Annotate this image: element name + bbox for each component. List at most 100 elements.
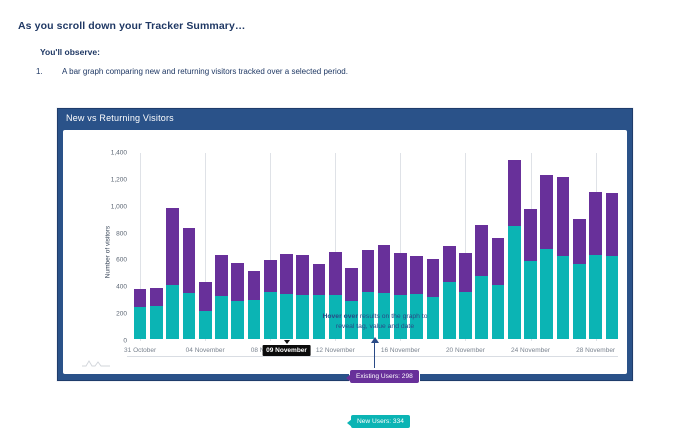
table-row[interactable] bbox=[410, 151, 423, 339]
table-row[interactable] bbox=[394, 151, 407, 339]
bar-segment-existing-users[interactable] bbox=[247, 271, 261, 300]
existing-users-tooltip[interactable]: Existing Users: 298 bbox=[346, 369, 420, 384]
bar-segment-existing-users[interactable] bbox=[410, 256, 423, 295]
bar-segment-new-users[interactable] bbox=[133, 307, 147, 339]
bar-segment-existing-users[interactable] bbox=[215, 254, 228, 297]
bar-segment-new-users[interactable] bbox=[605, 255, 619, 339]
table-row[interactable] bbox=[540, 151, 554, 339]
table-row[interactable] bbox=[475, 151, 489, 339]
bar-segment-existing-users[interactable] bbox=[540, 175, 554, 249]
table-row[interactable] bbox=[556, 151, 570, 339]
table-row[interactable] bbox=[605, 151, 619, 339]
chart-plot-area[interactable]: Number of visitors 0 200 400 600 800 1,000 1,2… bbox=[63, 130, 627, 429]
bar-segment-existing-users[interactable] bbox=[133, 289, 147, 308]
bar-segment-existing-users[interactable] bbox=[312, 264, 326, 295]
bar-segment-existing-users[interactable] bbox=[280, 254, 293, 295]
bar-segment-existing-users[interactable] bbox=[475, 224, 489, 276]
bar-segment-new-users[interactable] bbox=[182, 292, 196, 339]
bar-segment-existing-users[interactable] bbox=[150, 287, 163, 307]
bar-segment-existing-users[interactable] bbox=[394, 252, 407, 296]
table-row[interactable] bbox=[442, 151, 456, 339]
table-row[interactable] bbox=[491, 151, 505, 339]
table-row[interactable] bbox=[166, 151, 179, 339]
bar-segment-new-users[interactable] bbox=[150, 306, 163, 339]
table-row[interactable] bbox=[150, 151, 163, 339]
table-row[interactable] bbox=[231, 151, 245, 339]
table-row[interactable] bbox=[572, 151, 586, 339]
sparkline-icon[interactable] bbox=[81, 358, 111, 368]
bar-segment-existing-users[interactable] bbox=[556, 177, 570, 256]
bar-segment-new-users[interactable] bbox=[328, 295, 342, 339]
bar-segment-new-users[interactable] bbox=[524, 261, 537, 339]
bar-segment-new-users[interactable] bbox=[345, 301, 358, 339]
table-row[interactable] bbox=[215, 151, 228, 339]
table-row[interactable] bbox=[247, 151, 261, 339]
bar-segment-new-users[interactable] bbox=[231, 300, 245, 339]
bar-segment-new-users[interactable] bbox=[491, 285, 505, 339]
table-row[interactable] bbox=[507, 151, 521, 339]
table-row[interactable] bbox=[524, 151, 537, 339]
x-axis-tick[interactable]: 20 November bbox=[445, 347, 485, 354]
bar-segment-new-users[interactable] bbox=[296, 294, 310, 339]
bar-segment-existing-users[interactable] bbox=[231, 262, 245, 301]
table-row[interactable] bbox=[328, 151, 342, 339]
bar-segment-new-users[interactable] bbox=[507, 226, 521, 339]
bar-segment-existing-users[interactable] bbox=[426, 258, 440, 298]
x-axis-tick[interactable]: 04 November bbox=[185, 347, 225, 354]
bar-segment-existing-users[interactable] bbox=[605, 192, 619, 256]
bar-segment-new-users[interactable] bbox=[377, 293, 391, 339]
table-row[interactable] bbox=[182, 151, 196, 339]
bar-segment-existing-users[interactable] bbox=[263, 260, 277, 292]
table-row[interactable] bbox=[426, 151, 440, 339]
table-row[interactable] bbox=[296, 151, 310, 339]
bar-segment-existing-users[interactable] bbox=[361, 249, 375, 293]
table-row[interactable] bbox=[280, 151, 293, 339]
bar-segment-existing-users[interactable] bbox=[491, 238, 505, 286]
bar-segment-new-users[interactable] bbox=[198, 310, 212, 339]
bar-segment-new-users[interactable] bbox=[475, 275, 489, 339]
bar-segment-new-users[interactable] bbox=[410, 294, 423, 339]
bar-segment-new-users[interactable] bbox=[394, 295, 407, 339]
bar-segment-existing-users[interactable] bbox=[182, 228, 196, 293]
bar-segment-new-users[interactable] bbox=[426, 297, 440, 339]
x-axis-tick-selected[interactable]: 09 November bbox=[262, 345, 311, 356]
bar-segment-existing-users[interactable] bbox=[459, 252, 472, 292]
x-axis-tick[interactable]: 28 November bbox=[576, 347, 616, 354]
bar-segment-existing-users[interactable] bbox=[572, 218, 586, 264]
bar-segment-new-users[interactable] bbox=[589, 255, 602, 339]
table-row[interactable] bbox=[263, 151, 277, 339]
table-row[interactable] bbox=[589, 151, 602, 339]
table-row[interactable] bbox=[377, 151, 391, 339]
table-row[interactable] bbox=[133, 151, 147, 339]
x-axis-tick[interactable]: 12 November bbox=[315, 347, 355, 354]
bar-segment-existing-users[interactable] bbox=[589, 192, 602, 256]
table-row[interactable] bbox=[198, 151, 212, 339]
bar-segment-new-users[interactable] bbox=[263, 291, 277, 339]
bar-segment-existing-users[interactable] bbox=[198, 281, 212, 311]
new-users-tooltip[interactable]: New Users: 334 bbox=[347, 414, 411, 429]
table-row[interactable] bbox=[361, 151, 375, 339]
bar-series-container[interactable] bbox=[132, 151, 619, 339]
bar-segment-existing-users[interactable] bbox=[166, 207, 179, 286]
table-row[interactable] bbox=[312, 151, 326, 339]
x-axis-tick[interactable]: 31 October bbox=[124, 347, 157, 354]
bar-segment-existing-users[interactable] bbox=[442, 245, 456, 282]
bar-segment-new-users[interactable] bbox=[312, 294, 326, 339]
table-row[interactable] bbox=[345, 151, 358, 339]
table-row[interactable] bbox=[459, 151, 472, 339]
bar-segment-new-users[interactable] bbox=[540, 248, 554, 339]
bar-segment-existing-users[interactable] bbox=[377, 245, 391, 294]
bar-segment-new-users[interactable] bbox=[166, 285, 179, 339]
bar-segment-new-users[interactable] bbox=[280, 294, 293, 339]
bar-segment-existing-users[interactable] bbox=[328, 252, 342, 296]
bar-segment-new-users[interactable] bbox=[361, 292, 375, 339]
bar-segment-new-users[interactable] bbox=[247, 299, 261, 339]
bar-segment-new-users[interactable] bbox=[215, 296, 228, 339]
bar-segment-new-users[interactable] bbox=[459, 291, 472, 339]
bar-segment-new-users[interactable] bbox=[442, 281, 456, 339]
bar-segment-new-users[interactable] bbox=[556, 255, 570, 339]
x-axis-tick[interactable]: 24 November bbox=[511, 347, 551, 354]
bar-segment-existing-users[interactable] bbox=[507, 159, 521, 227]
bar-segment-existing-users[interactable] bbox=[296, 254, 310, 295]
bar-segment-existing-users[interactable] bbox=[524, 209, 537, 262]
